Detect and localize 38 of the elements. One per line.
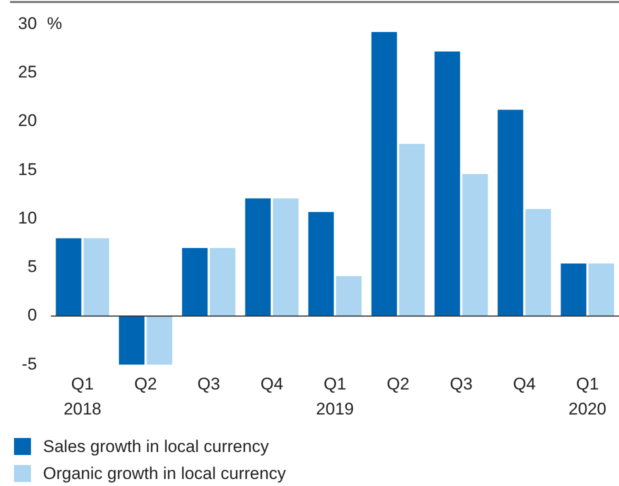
bar xyxy=(210,248,236,316)
bar xyxy=(56,238,82,316)
bar xyxy=(146,316,172,365)
bar xyxy=(336,276,362,316)
x-tick-label: Q1 2019 xyxy=(316,374,354,418)
x-tick-label: Q2 xyxy=(386,374,410,394)
bar xyxy=(371,32,397,316)
bar xyxy=(182,248,208,316)
x-tick-label: Q3 xyxy=(450,374,473,394)
bar xyxy=(399,144,425,316)
y-tick-label: 5 xyxy=(27,257,37,276)
bar xyxy=(588,264,614,316)
bar xyxy=(272,198,298,316)
x-tick-label: Q2 xyxy=(134,374,157,394)
legend-label: Sales growth in local currency xyxy=(43,436,269,456)
bar xyxy=(560,264,586,316)
y-tick-label: 25 xyxy=(18,62,37,82)
y-tick-label: 15 xyxy=(18,160,37,179)
bar xyxy=(462,174,488,316)
bar xyxy=(118,316,144,365)
legend-label: Organic growth in local currency xyxy=(43,464,286,484)
x-tick-label: Q3 xyxy=(197,374,220,394)
x-tick-label: Q4 xyxy=(260,374,284,394)
x-tick-label: Q1 2020 xyxy=(568,374,606,418)
y-tick-label: 20 xyxy=(18,111,37,130)
bar xyxy=(434,51,460,316)
x-tick-label: Q4 xyxy=(512,374,536,394)
y-tick-label: 30 xyxy=(18,14,37,33)
bar xyxy=(498,110,524,316)
bar xyxy=(525,209,551,316)
bar xyxy=(84,238,110,316)
y-tick-label: -5 xyxy=(22,354,37,374)
bar xyxy=(308,212,334,316)
y-axis-title: % xyxy=(47,14,62,33)
x-tick-label: Q1 2018 xyxy=(64,374,102,418)
y-tick-label: 10 xyxy=(18,208,37,228)
y-tick-label: 0 xyxy=(27,306,37,325)
bar xyxy=(245,198,271,316)
